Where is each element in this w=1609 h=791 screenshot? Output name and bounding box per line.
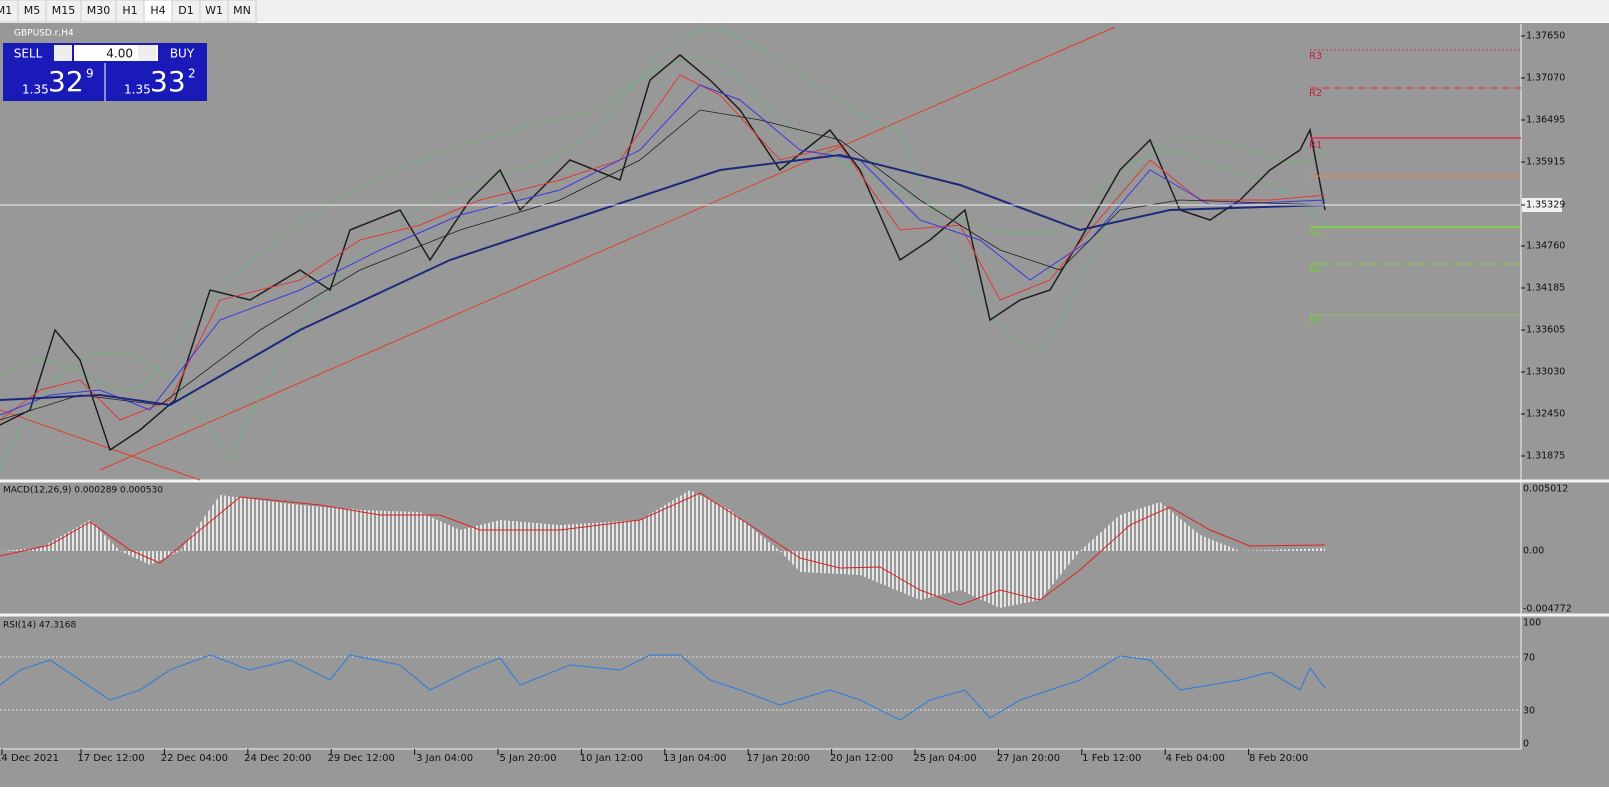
price-axis-label: 1.31875 [1526, 451, 1565, 462]
price-axis-label: 1.37650 [1526, 31, 1565, 42]
timeframe-label[interactable]: M15 [52, 4, 76, 17]
ask-big[interactable]: 33 [150, 65, 186, 98]
pivot-label: R2 [1309, 88, 1322, 99]
price-axis-label: 1.34760 [1526, 241, 1565, 252]
toolbar [0, 0, 1609, 22]
time-axis-label: 4 Feb 04:00 [1166, 753, 1225, 764]
time-axis-label: 5 Jan 20:00 [500, 753, 557, 764]
timeframe-label[interactable]: M5 [24, 4, 41, 17]
price-axis-label: 1.37070 [1526, 73, 1565, 84]
bid-big[interactable]: 32 [48, 65, 84, 98]
macd-axis-label: -0.004772 [1523, 604, 1572, 615]
price-axis-label: 1.33030 [1526, 367, 1565, 378]
pivot-label: R1 [1309, 140, 1322, 151]
rsi-axis-label: 0 [1523, 739, 1529, 750]
time-axis-label: 13 Jan 04:00 [663, 753, 726, 764]
macd-label: MACD(12,26,9) 0.000289 0.000530 [3, 486, 163, 496]
pivot-label: S3 [1309, 315, 1322, 326]
bid-sup[interactable]: 9 [86, 67, 94, 81]
macd-axis-label: 0.005012 [1523, 484, 1568, 495]
time-axis-label: 29 Dec 12:00 [328, 753, 395, 764]
timeframe-label[interactable]: D1 [178, 4, 193, 17]
timeframe-label[interactable]: H1 [122, 4, 137, 17]
time-axis-label: 20 Jan 12:00 [830, 753, 893, 764]
lot-input[interactable] [74, 45, 158, 61]
rsi-label: RSI(14) 47.3168 [3, 621, 76, 631]
timeframe-label[interactable]: M1 [0, 4, 12, 17]
bid-prefix[interactable]: 1.35 [22, 83, 49, 97]
price-axis-label: 1.35329 [1526, 200, 1565, 211]
time-axis-label: 17 Dec 12:00 [77, 753, 144, 764]
pivot-label: S1 [1309, 228, 1322, 239]
price-drawing [0, 26, 1521, 481]
time-axis-label: 17 Jan 20:00 [747, 753, 810, 764]
time-axis-label: 8 Feb 20:00 [1249, 753, 1308, 764]
sell-button[interactable]: SELL [14, 47, 43, 61]
lot-up[interactable] [138, 45, 156, 61]
lot-value[interactable]: 4.00 [106, 47, 133, 61]
pivot-label: R3 [1309, 51, 1322, 62]
timeframe-label[interactable]: W1 [205, 4, 223, 17]
time-axis-label: 27 Jan 20:00 [997, 753, 1060, 764]
lot-down[interactable] [54, 45, 72, 61]
rsi-line [0, 654, 1326, 721]
macd-axis-label: 0.00 [1523, 546, 1544, 557]
time-axis-label: 25 Jan 04:00 [913, 753, 976, 764]
price-axis-label: 1.33605 [1526, 325, 1565, 336]
time-axis-label: 1 Feb 12:00 [1082, 753, 1141, 764]
rsi-axis-label: 30 [1523, 706, 1535, 717]
price-axis-label: 1.34185 [1526, 283, 1565, 294]
time-axis-label: 22 Dec 04:00 [161, 753, 228, 764]
timeframe-label[interactable]: M30 [87, 4, 111, 17]
time-axis-label: 10 Jan 12:00 [580, 753, 643, 764]
symbol-label: GBPUSD.r,H4 [14, 29, 74, 39]
timeframe-button[interactable] [227, 0, 257, 23]
pivot-label: S2 [1309, 264, 1322, 275]
ask-prefix[interactable]: 1.35 [124, 83, 151, 97]
time-axis-label: 14 Dec 2021 [0, 753, 59, 764]
rsi-axis-label: 100 [1523, 618, 1541, 629]
price-axis-label: 1.36495 [1526, 115, 1565, 126]
price-axis-label: 1.35915 [1526, 157, 1565, 168]
timeframe-label[interactable]: H4 [150, 4, 165, 17]
price-axis-label: 1.32450 [1526, 409, 1565, 420]
timeframe-label[interactable]: MN [233, 4, 251, 17]
buy-button[interactable]: BUY [170, 47, 195, 61]
time-axis-label: 3 Jan 04:00 [416, 753, 473, 764]
current-price-box [1522, 198, 1562, 212]
ask-sup[interactable]: 2 [188, 67, 196, 81]
rsi-axis-label: 70 [1523, 653, 1535, 664]
macd-drawing [0, 490, 1326, 608]
time-axis-label: 24 Dec 20:00 [244, 753, 311, 764]
